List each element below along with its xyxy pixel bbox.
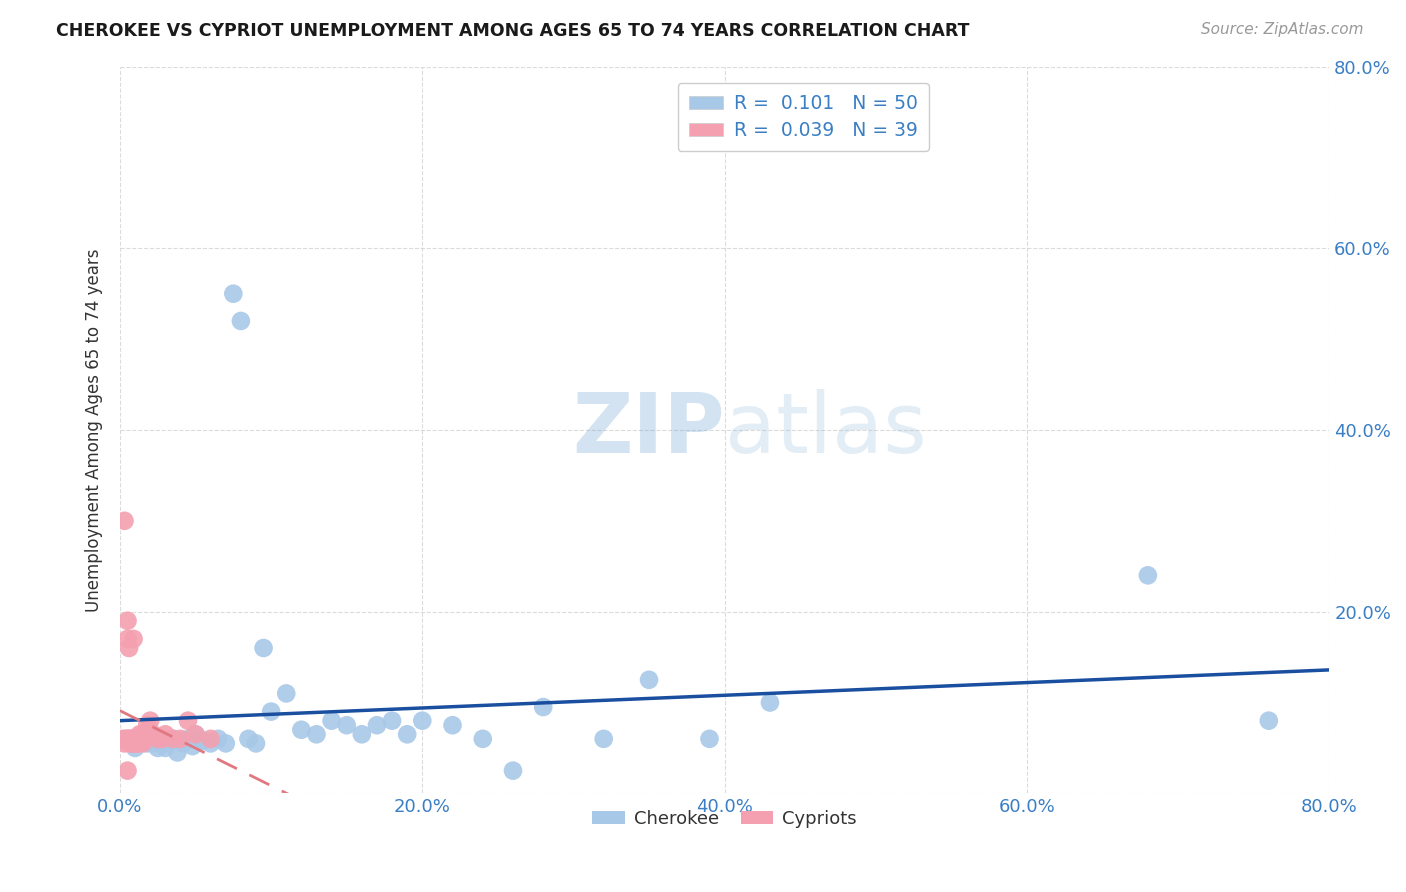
Point [127,736,149,750]
Point [128,727,150,741]
Point [124,736,146,750]
Point [150,733,173,747]
Point [117,614,139,628]
Point [592,731,614,746]
Point [124,740,146,755]
Point [699,731,721,746]
Point [146,731,169,746]
Point [166,746,188,760]
Point [118,640,141,655]
Point [117,731,139,746]
Point [118,731,141,746]
Legend: Cherokee, Cypriots: Cherokee, Cypriots [585,803,865,835]
Point [115,731,138,746]
Text: atlas: atlas [724,390,927,470]
Point [321,714,343,728]
Point [172,736,194,750]
Point [124,731,146,746]
Point [184,727,207,741]
Point [142,736,165,750]
Point [125,736,148,750]
Point [128,731,150,746]
Point [121,736,143,750]
Point [305,727,328,741]
Text: ZIP: ZIP [572,390,724,470]
Point [127,731,149,746]
Point [131,731,153,746]
Point [142,727,165,741]
Point [155,740,177,755]
Point [129,731,152,746]
Point [215,736,238,750]
Point [638,673,661,687]
Point [184,727,207,741]
Point [131,727,153,741]
Point [169,733,191,747]
Point [136,718,159,732]
Point [1136,568,1159,582]
Point [117,632,139,646]
Point [124,731,146,746]
Point [238,731,260,746]
Point [336,718,359,732]
Point [207,731,229,746]
Point [146,731,169,746]
Point [471,731,494,746]
Point [411,714,433,728]
Point [146,740,169,755]
Point [441,718,464,732]
Point [136,736,159,750]
Point [191,733,214,747]
Point [502,764,524,778]
Point [150,731,173,746]
Point [139,714,162,728]
Point [134,731,156,746]
Point [120,736,142,750]
Point [181,739,204,753]
Point [169,731,191,746]
Text: Source: ZipAtlas.com: Source: ZipAtlas.com [1201,22,1364,37]
Point [120,731,142,746]
Point [276,686,298,700]
Point [162,731,184,746]
Point [117,764,139,778]
Point [139,731,162,746]
Point [114,514,136,528]
Point [260,705,283,719]
Point [162,731,184,746]
Point [155,727,177,741]
Point [366,718,388,732]
Point [157,736,180,750]
Point [127,731,149,746]
Point [121,731,143,746]
Point [114,736,136,750]
Point [245,736,267,750]
Point [531,700,554,714]
Point [1257,714,1279,728]
Point [177,731,200,746]
Point [200,731,222,746]
Point [229,314,252,328]
Point [125,731,148,746]
Point [381,714,404,728]
Point [350,727,373,741]
Point [252,640,274,655]
Point [200,736,222,750]
Point [177,714,200,728]
Point [290,723,312,737]
Point [222,286,245,301]
Point [111,731,134,746]
Point [121,736,143,750]
Text: CHEROKEE VS CYPRIOT UNEMPLOYMENT AMONG AGES 65 TO 74 YEARS CORRELATION CHART: CHEROKEE VS CYPRIOT UNEMPLOYMENT AMONG A… [56,22,970,40]
Point [122,731,145,746]
Point [396,727,419,741]
Y-axis label: Unemployment Among Ages 65 to 74 years: Unemployment Among Ages 65 to 74 years [86,248,103,612]
Point [122,632,145,646]
Point [759,696,782,710]
Point [131,736,153,750]
